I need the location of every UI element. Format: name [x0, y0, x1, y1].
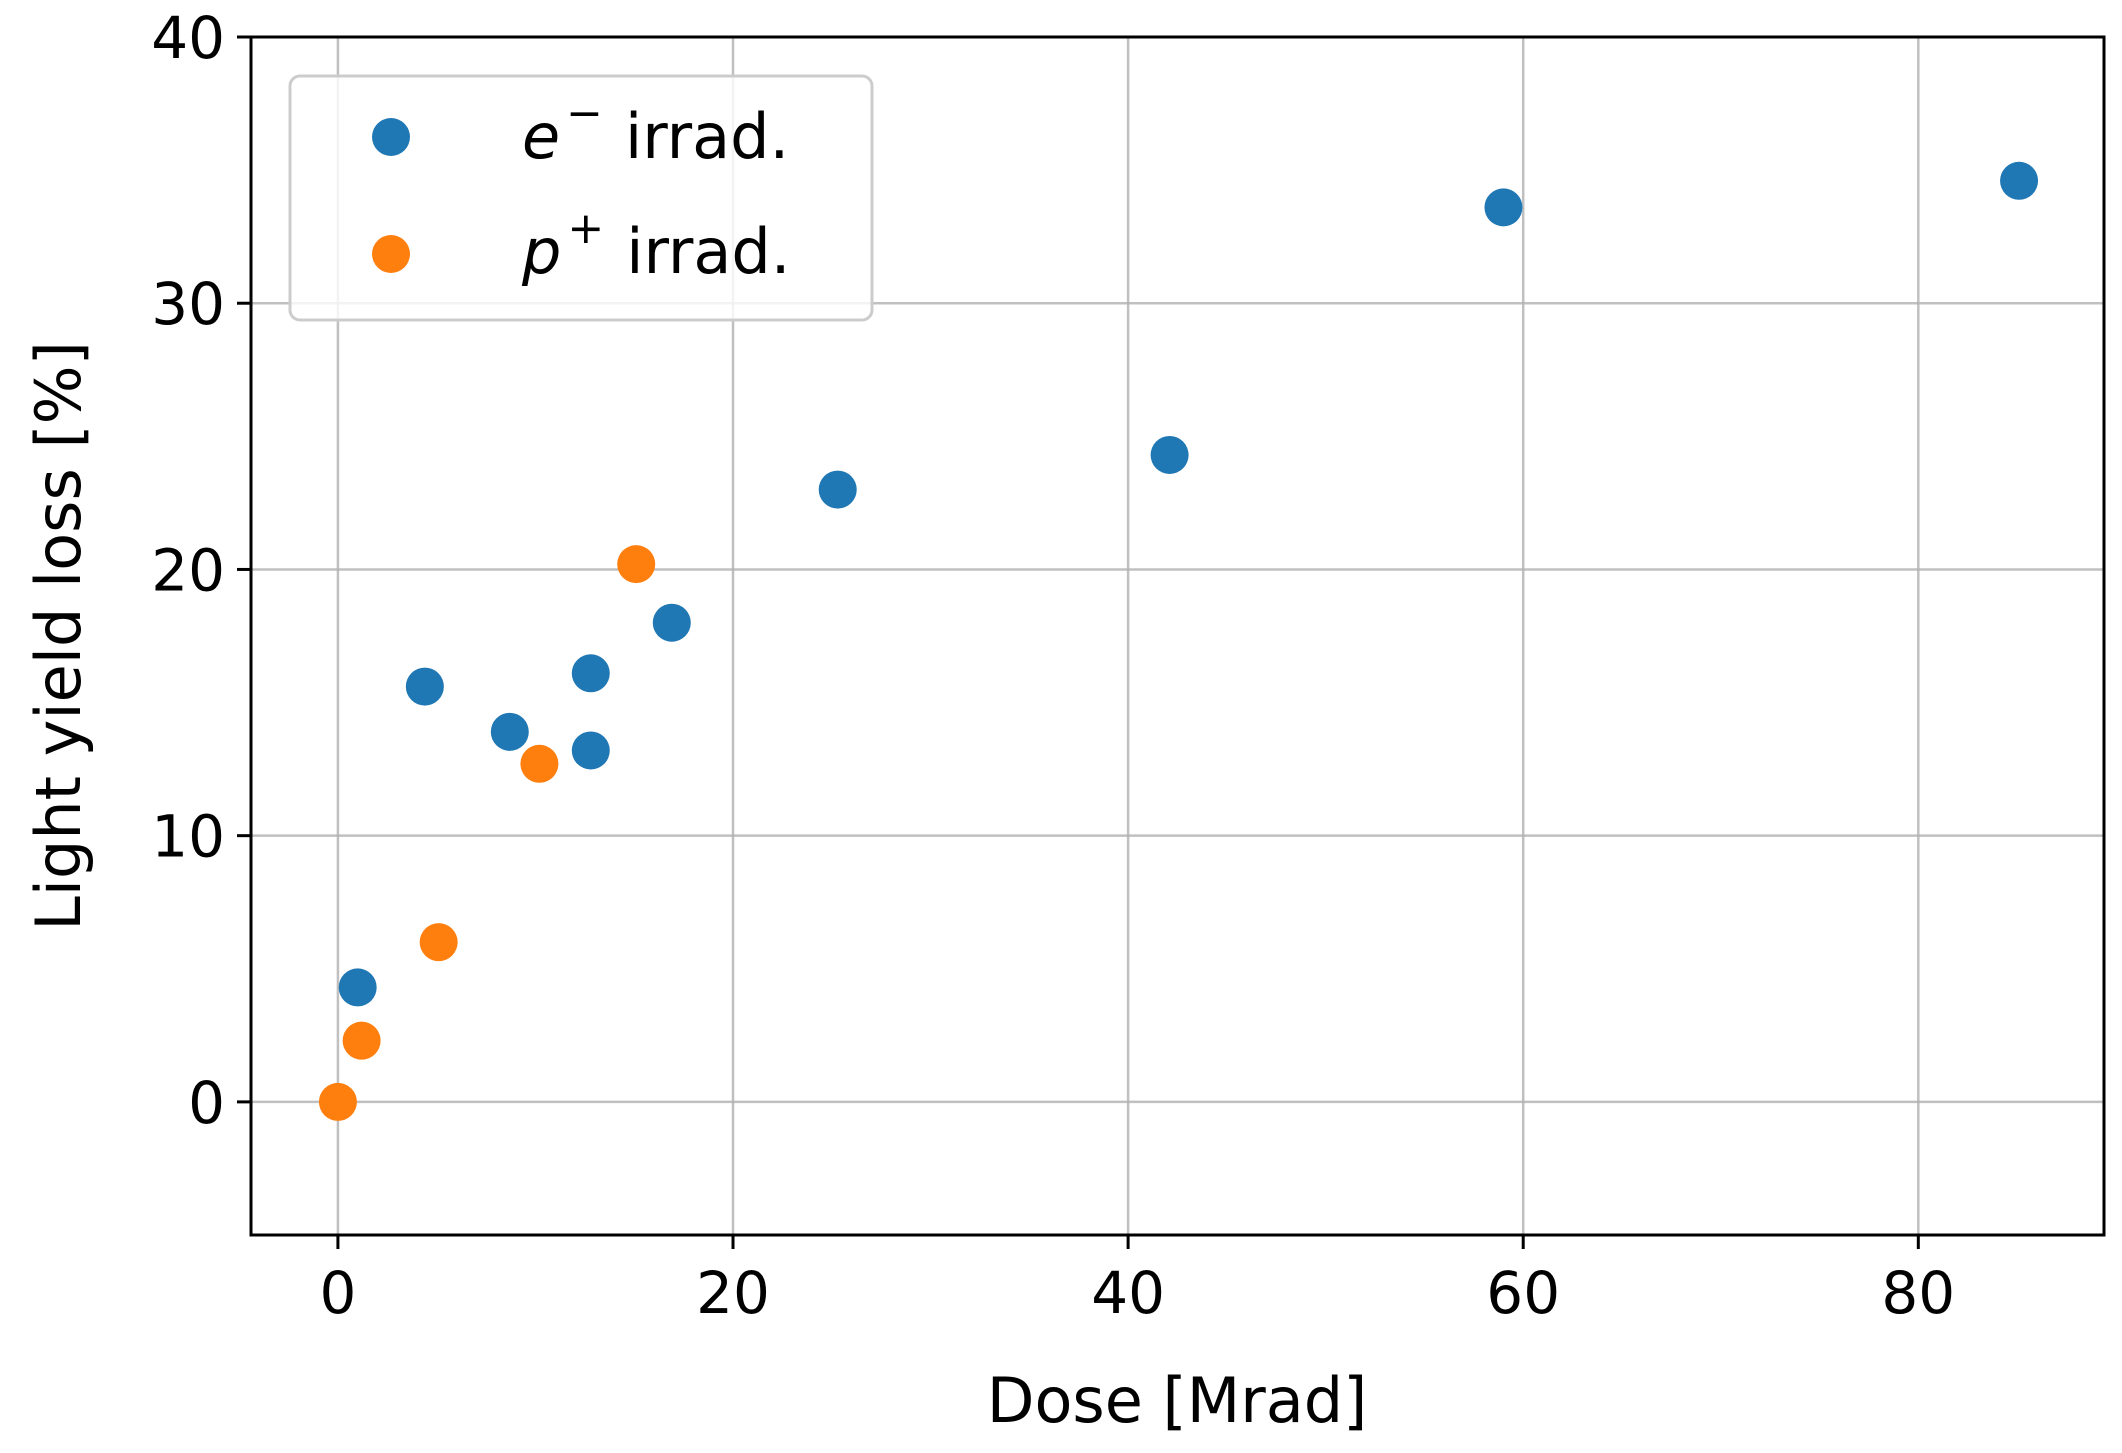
- y-tick-label: 40: [151, 4, 225, 72]
- legend-symbol-proton: p: [521, 215, 561, 288]
- legend-marker-electron: [372, 118, 410, 156]
- data-points: [318, 161, 2039, 1121]
- legend-box: [288, 74, 874, 322]
- data-point-electron: [2000, 161, 2039, 200]
- data-point-electron: [571, 731, 610, 770]
- x-tick-label: 20: [696, 1259, 770, 1327]
- legend-superscript-electron: −: [566, 88, 603, 139]
- data-point-electron: [1484, 188, 1523, 227]
- data-point-electron: [490, 712, 529, 751]
- legend-marker-proton: [372, 235, 410, 273]
- x-tick-label: 0: [319, 1259, 356, 1327]
- y-tick-label: 20: [151, 536, 225, 604]
- data-point-proton: [342, 1021, 381, 1060]
- data-point-electron: [571, 654, 610, 693]
- data-point-electron: [818, 470, 857, 509]
- plot-frame: [249, 35, 2106, 1237]
- data-point-electron: [1150, 435, 1189, 474]
- data-point-electron: [405, 667, 444, 706]
- data-point-proton: [520, 744, 559, 783]
- x-tick-label: 40: [1091, 1259, 1165, 1327]
- data-point-electron: [338, 968, 377, 1007]
- axis-ticks: 0 20 40 60 80 0 10 20 30 40: [151, 4, 1955, 1327]
- data-point-electron: [652, 603, 691, 642]
- x-tick-label: 60: [1486, 1259, 1560, 1327]
- legend-text-proton: irrad.: [626, 215, 790, 288]
- y-tick-label: 30: [151, 270, 225, 338]
- data-point-proton: [617, 545, 656, 584]
- x-axis-label: Dose [Mrad]: [987, 1364, 1368, 1437]
- y-axis-label: Light yield loss [%]: [22, 341, 95, 931]
- legend-symbol-electron: e: [522, 100, 560, 173]
- legend-label-electron: e − irrad.: [522, 88, 789, 173]
- legend-text-electron: irrad.: [625, 100, 789, 173]
- y-tick-label: 10: [151, 803, 225, 871]
- legend-label-proton: p + irrad.: [521, 203, 790, 288]
- legend: e − irrad. p + irrad.: [288, 74, 874, 322]
- x-tick-label: 80: [1881, 1259, 1955, 1327]
- legend-superscript-proton: +: [567, 203, 604, 254]
- data-point-proton: [419, 923, 458, 962]
- y-tick-label: 0: [188, 1069, 225, 1137]
- data-point-proton: [318, 1082, 357, 1121]
